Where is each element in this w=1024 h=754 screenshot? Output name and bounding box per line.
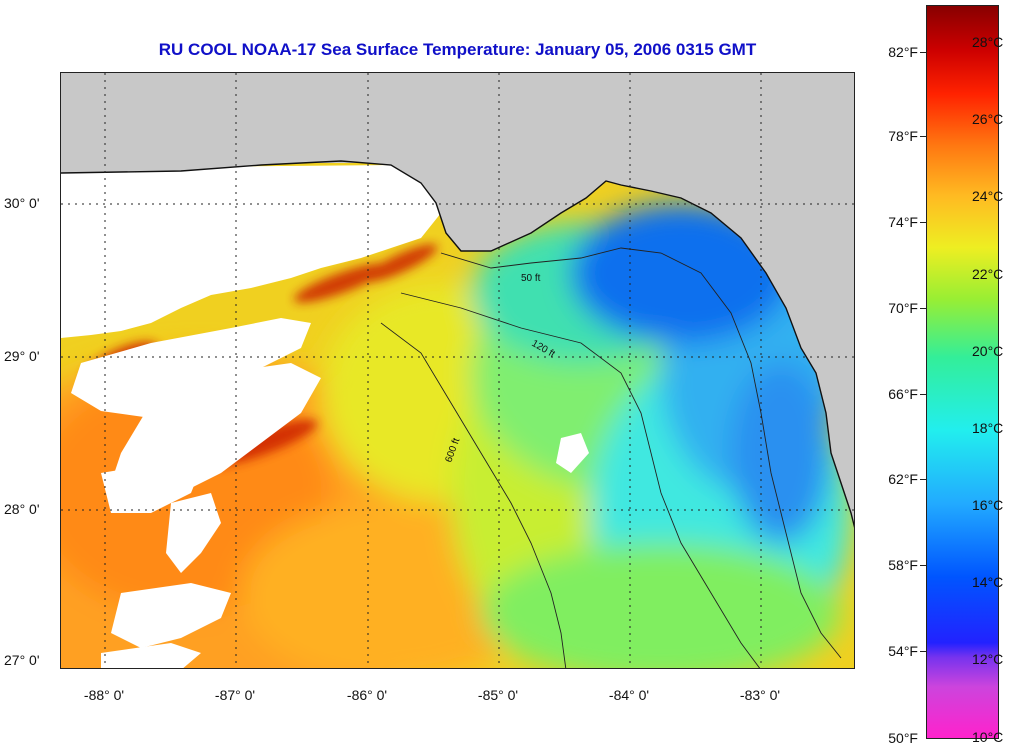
isobath-contours bbox=[380, 247, 842, 668]
sst-map-canvas: 50 ft 120 ft 600 ft bbox=[61, 73, 854, 668]
longitude-label-84: -84° 0' bbox=[608, 687, 650, 703]
longitude-label-85: -85° 0' bbox=[477, 687, 519, 703]
fahrenheit-label-74: 74°F bbox=[888, 214, 918, 230]
coastline bbox=[61, 160, 854, 528]
longitude-label-87: -87° 0' bbox=[214, 687, 256, 703]
latitude-label-28: 28° 0' bbox=[4, 501, 40, 517]
latitude-label-29: 29° 0' bbox=[4, 348, 40, 364]
celsius-label-18: 18°C bbox=[972, 420, 1004, 436]
celsius-label-10: 10°C bbox=[972, 729, 1004, 745]
longitude-label-88: -88° 0' bbox=[83, 687, 125, 703]
fahrenheit-label-70: 70°F bbox=[888, 300, 918, 316]
sea-temperature-field bbox=[61, 163, 854, 668]
fahrenheit-label-66: 66°F bbox=[888, 386, 918, 402]
temperature-colorbar bbox=[926, 5, 999, 739]
longitude-label-86: -86° 0' bbox=[346, 687, 388, 703]
celsius-label-14: 14°C bbox=[972, 574, 1004, 590]
celsius-label-22: 22°C bbox=[972, 266, 1004, 282]
latitude-label-30: 30° 0' bbox=[4, 195, 40, 211]
contour-label-50: 50 ft bbox=[521, 273, 541, 284]
fahrenheit-label-58: 58°F bbox=[888, 557, 918, 573]
celsius-label-16: 16°C bbox=[972, 497, 1004, 513]
celsius-label-28: 28°C bbox=[972, 34, 1004, 50]
fahrenheit-label-62: 62°F bbox=[888, 471, 918, 487]
latitude-label-27: 27° 0' bbox=[4, 652, 40, 668]
cloud-cover bbox=[61, 165, 589, 668]
fahrenheit-label-54: 54°F bbox=[888, 643, 918, 659]
sst-map[interactable]: 50 ft 120 ft 600 ft bbox=[60, 72, 855, 669]
celsius-label-12: 12°C bbox=[972, 651, 1004, 667]
longitude-label-83: -83° 0' bbox=[739, 687, 781, 703]
celsius-label-20: 20°C bbox=[972, 343, 1004, 359]
celsius-label-24: 24°C bbox=[972, 188, 1004, 204]
map-title: RU COOL NOAA-17 Sea Surface Temperature:… bbox=[158, 40, 757, 59]
celsius-label-26: 26°C bbox=[972, 111, 1004, 127]
graticule bbox=[61, 73, 854, 668]
fahrenheit-label-50: 50°F bbox=[888, 730, 918, 746]
fahrenheit-label-78: 78°F bbox=[888, 128, 918, 144]
fahrenheit-label-82: 82°F bbox=[888, 44, 918, 60]
